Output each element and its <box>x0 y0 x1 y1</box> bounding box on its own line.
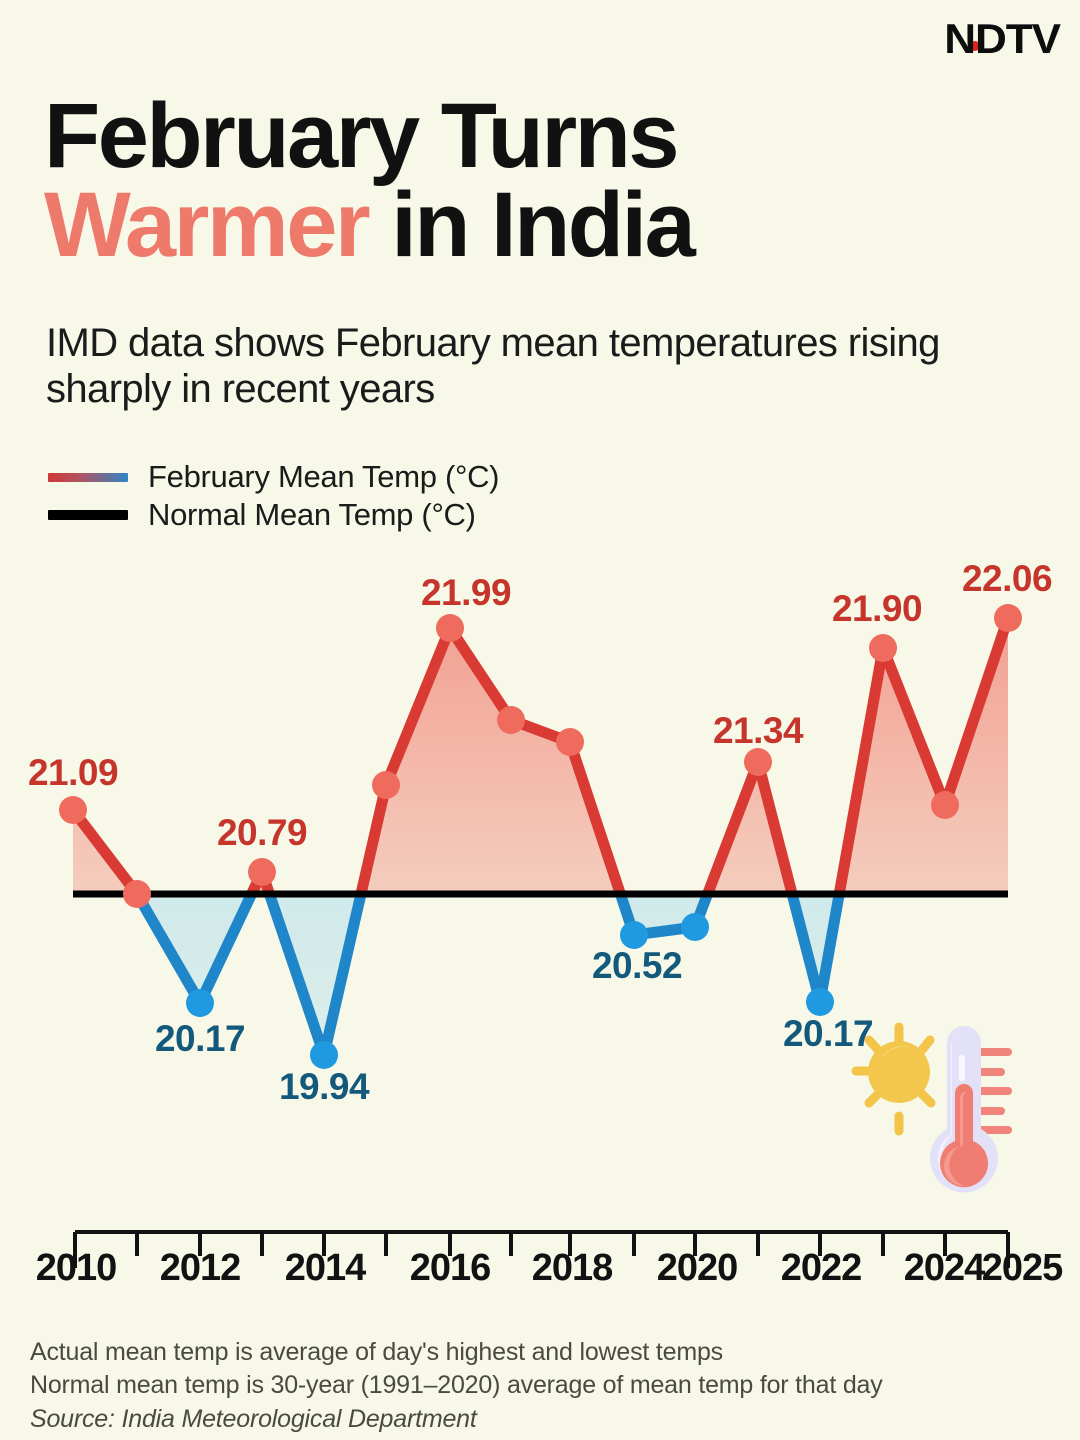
x-axis-label-2018: 2018 <box>531 1247 614 1289</box>
data-label-2019: 20.52 <box>591 945 683 986</box>
data-label-2016: 21.99 <box>420 572 512 613</box>
title-highlight: Warmer <box>44 174 371 277</box>
thermometer-scale-ticks-icon <box>977 1048 1012 1134</box>
footer-note-1: Actual mean temp is average of day's hig… <box>30 1338 723 1366</box>
chart-legend: February Mean Temp (°C) Normal Mean Temp… <box>48 458 500 534</box>
data-label-2023: 21.90 <box>831 588 923 629</box>
data-label-2013: 20.79 <box>216 812 308 853</box>
legend-swatch-black-icon <box>48 510 128 520</box>
data-label-2025: 22.06 <box>961 558 1053 599</box>
legend-label-february-mean: February Mean Temp (°C) <box>148 459 500 494</box>
sun-thermometer-icon <box>846 1005 1046 1220</box>
x-axis-label-2025: 2025 <box>981 1247 1064 1289</box>
data-label-2014: 19.94 <box>278 1066 370 1107</box>
chart-area-fills <box>73 618 1008 1055</box>
ndtv-logo: N DTV <box>943 15 1061 62</box>
data-label-2012: 20.17 <box>154 1018 246 1059</box>
sun-rays-icon <box>851 1022 936 1136</box>
data-label-2010: 21.09 <box>27 752 119 793</box>
legend-item-february-mean: February Mean Temp (°C) <box>48 458 500 496</box>
x-axis-label-2010: 2010 <box>35 1247 118 1289</box>
title-line-2: Warmer in India <box>44 179 1044 271</box>
thermometer-mercury-icon <box>940 1084 988 1188</box>
legend-item-normal-mean: Normal Mean Temp (°C) <box>48 496 499 534</box>
footer-source: Source: India Meteorological Department <box>30 1404 477 1433</box>
sun-disc-icon <box>868 1041 930 1103</box>
logo-red-dot-icon <box>970 41 980 51</box>
page-title: February Turns Warmer in India <box>44 85 1044 271</box>
x-axis-label-2014: 2014 <box>284 1247 367 1289</box>
x-axis-label-2016: 2016 <box>409 1247 492 1289</box>
title-rest: in India <box>368 174 696 277</box>
x-axis-label-2012: 2012 <box>159 1247 242 1289</box>
x-axis-label-2024: 2024 <box>903 1247 986 1289</box>
legend-swatch-gradient-icon <box>48 472 128 482</box>
legend-label-normal-mean: Normal Mean Temp (°C) <box>148 497 476 532</box>
logo-text-dtv: DTV <box>974 15 1061 62</box>
data-label-2021: 21.34 <box>712 710 804 751</box>
footer-notes: Actual mean temp is average of day's hig… <box>30 1336 1050 1436</box>
x-axis-label-2020: 2020 <box>656 1247 739 1289</box>
page-subtitle: IMD data shows February mean temperature… <box>46 321 940 412</box>
logo-text-n: N <box>943 15 976 62</box>
title-line-1: February Turns <box>44 85 680 187</box>
chart-markers <box>59 604 1022 1069</box>
data-label-2022: 20.17 <box>782 1013 874 1054</box>
footer-note-2: Normal mean temp is 30-year (1991–2020) … <box>30 1371 883 1400</box>
x-axis-label-2022: 2022 <box>780 1247 863 1289</box>
chart-line-below <box>130 894 845 1061</box>
chart-line-above <box>67 612 1014 894</box>
